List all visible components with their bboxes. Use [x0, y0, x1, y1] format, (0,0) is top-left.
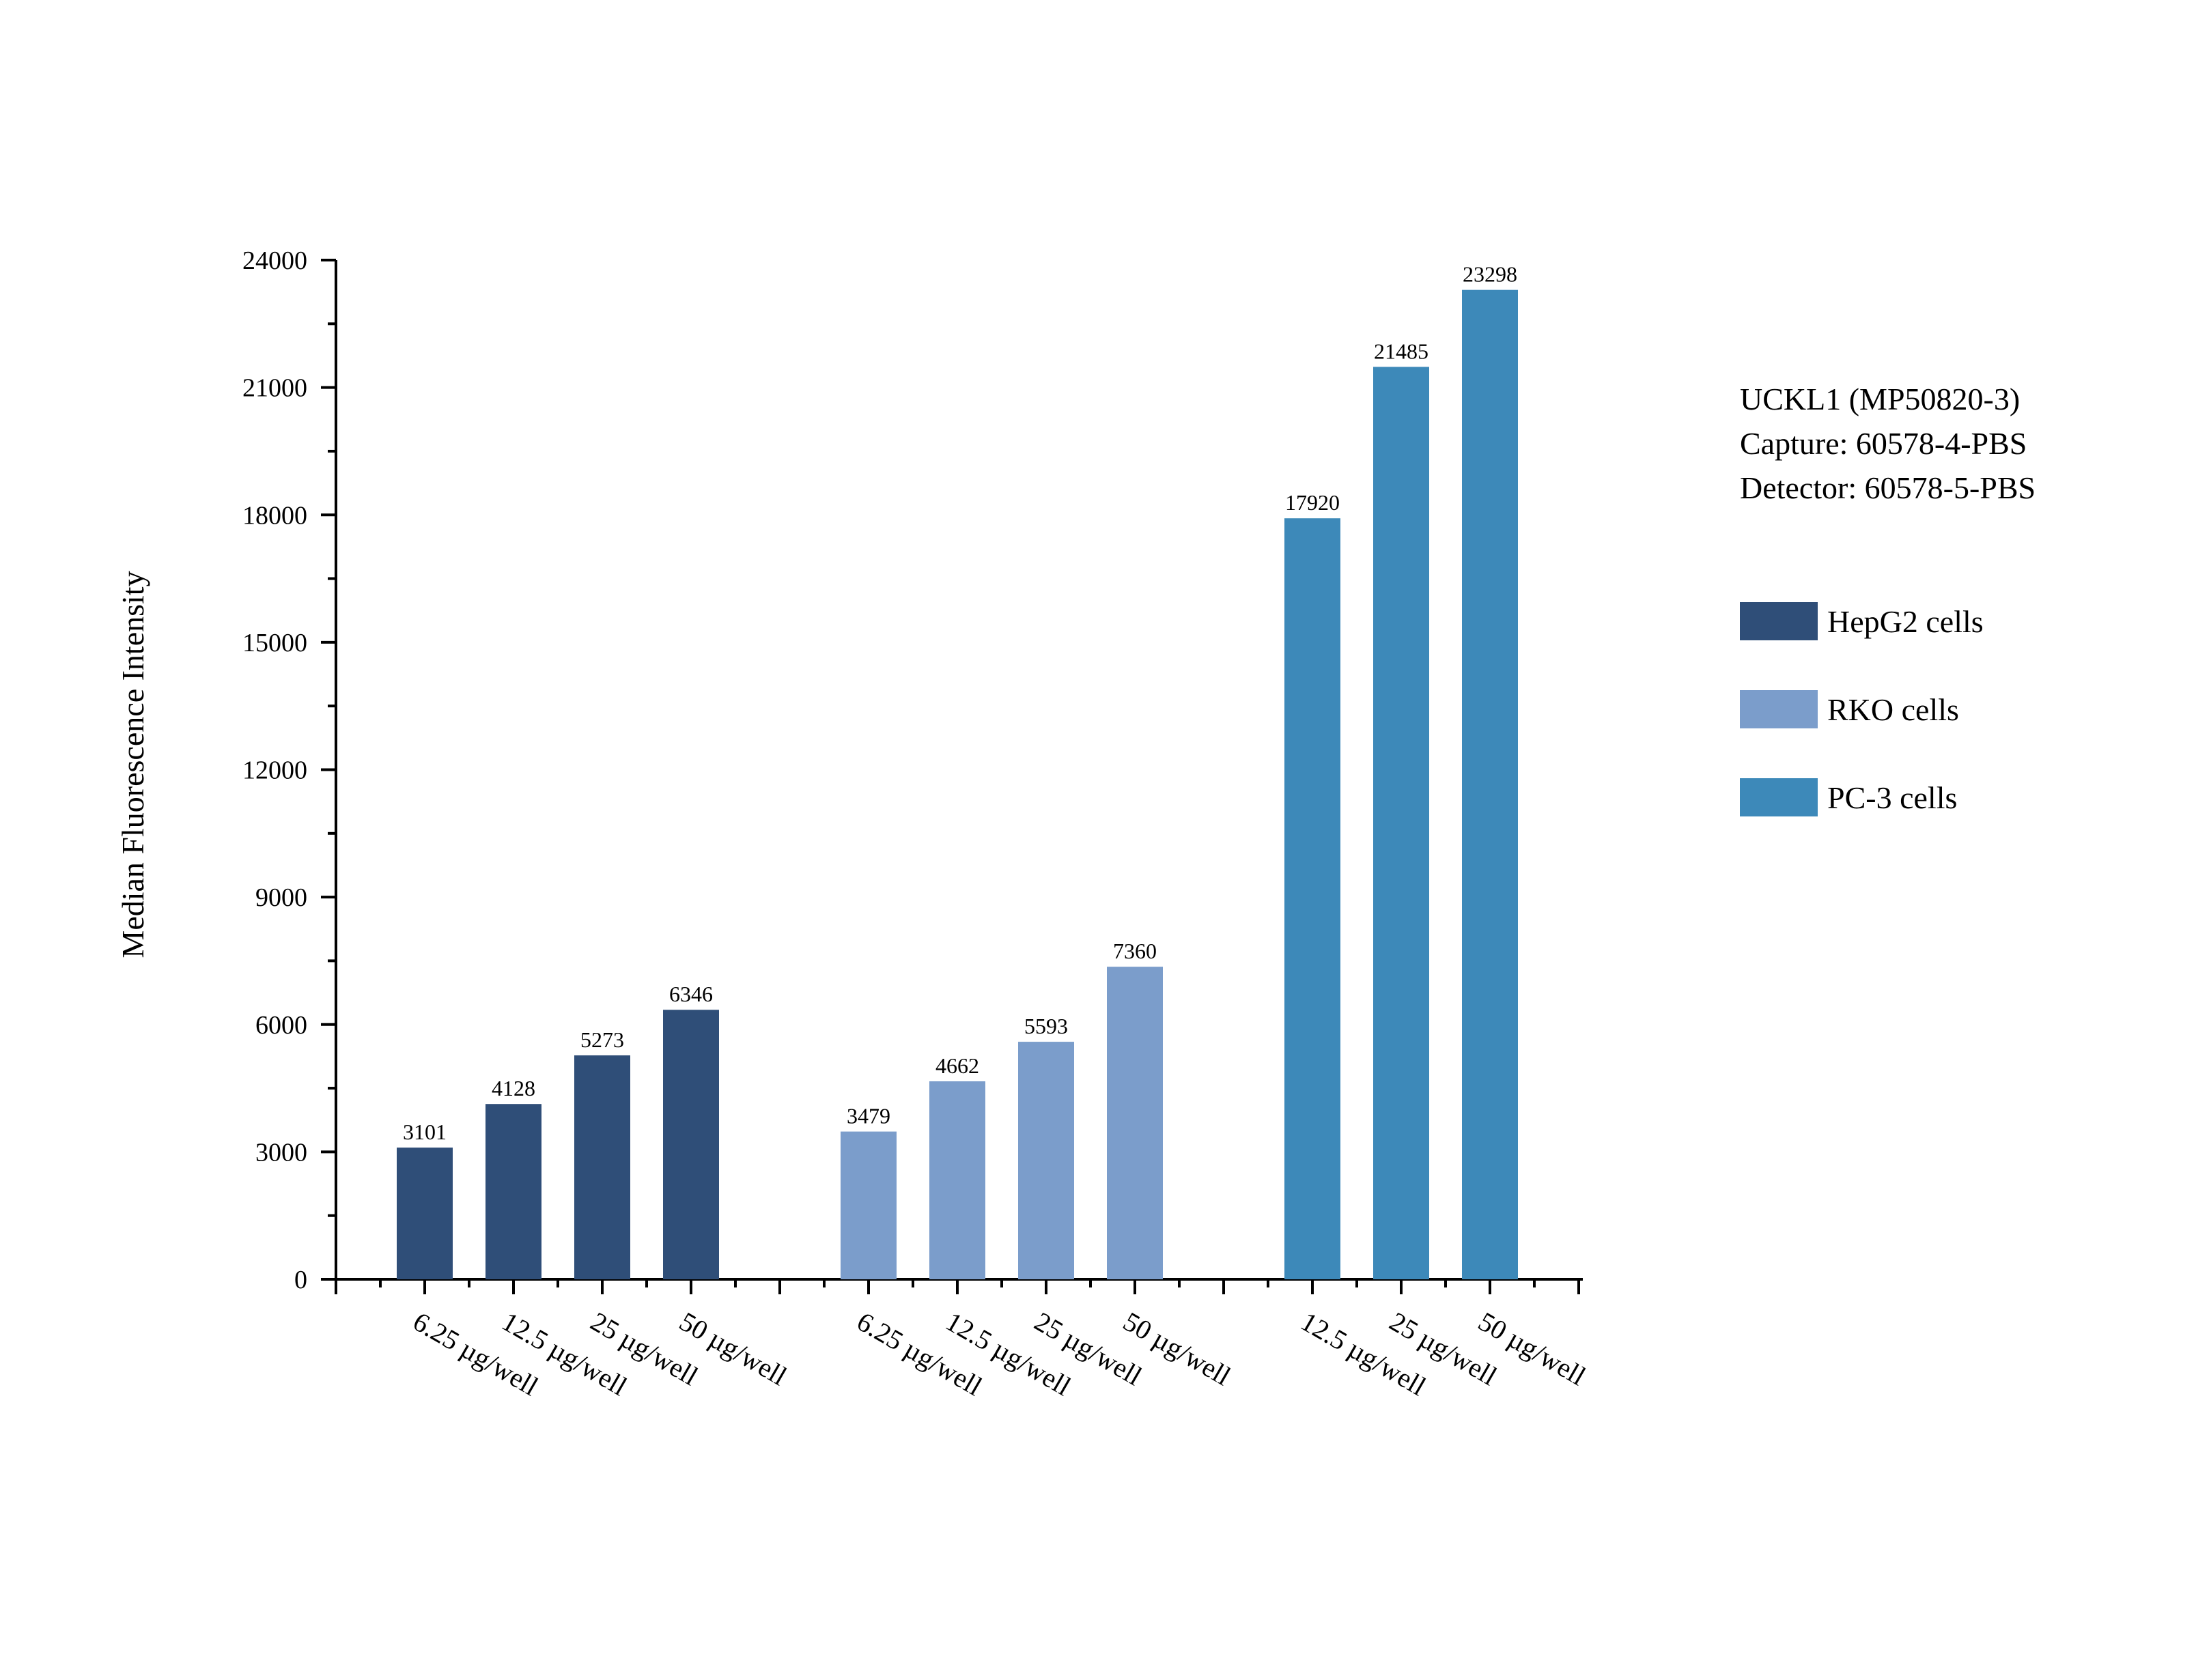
y-tick-label: 0: [294, 1266, 307, 1294]
y-tick-label: 24000: [242, 246, 307, 275]
bar: [397, 1148, 453, 1279]
y-tick-label: 3000: [255, 1138, 307, 1167]
legend-label: RKO cells: [1827, 692, 1959, 727]
bar: [663, 1010, 719, 1279]
bar-value-label: 21485: [1374, 339, 1428, 363]
bars: [397, 289, 1518, 1279]
bar-value-label: 6346: [669, 982, 713, 1006]
chart-annotation: UCKL1 (MP50820-3) Capture: 60578-4-PBS Det…: [1740, 382, 2036, 505]
legend: HepG2 cells RKO cells PC-3 cells: [1740, 602, 1984, 816]
legend-swatch: [1740, 690, 1818, 728]
y-tick-label: 21000: [242, 374, 307, 403]
y-tick-label: 9000: [255, 883, 307, 912]
bar: [1018, 1042, 1074, 1279]
bar: [929, 1081, 985, 1279]
annotation-line: Capture: 60578-4-PBS: [1740, 426, 2027, 461]
bar-value-label: 23298: [1463, 262, 1517, 287]
bar: [1373, 367, 1429, 1279]
legend-swatch: [1740, 602, 1818, 640]
bar-value-label: 3101: [403, 1120, 447, 1144]
bar-value-label: 5593: [1024, 1014, 1068, 1038]
annotation-line: Detector: 60578-5-PBS: [1740, 470, 2036, 505]
bar-value-label: 3479: [847, 1104, 890, 1128]
bar-value-label: 4128: [492, 1076, 535, 1100]
y-tick-label: 15000: [242, 629, 307, 657]
bar-value-label: 7360: [1113, 939, 1157, 963]
legend-label: PC-3 cells: [1827, 780, 1957, 815]
y-tick-label: 6000: [255, 1011, 307, 1040]
y-axis-label: Median Fluorescence Intensity: [115, 571, 150, 958]
bar-value-label: 5273: [580, 1027, 624, 1052]
bar-value-label: 4662: [935, 1053, 979, 1078]
legend-label: HepG2 cells: [1827, 604, 1984, 639]
y-tick-label: 18000: [242, 501, 307, 530]
annotation-line: UCKL1 (MP50820-3): [1740, 382, 2020, 416]
bar: [1284, 518, 1340, 1279]
bar-value-label: 17920: [1285, 490, 1340, 515]
bar: [485, 1104, 541, 1279]
bar: [1462, 289, 1518, 1279]
y-tick-label: 12000: [242, 756, 307, 785]
bar: [1107, 967, 1163, 1279]
bar: [841, 1131, 897, 1279]
bar: [574, 1055, 630, 1279]
legend-swatch: [1740, 778, 1818, 816]
